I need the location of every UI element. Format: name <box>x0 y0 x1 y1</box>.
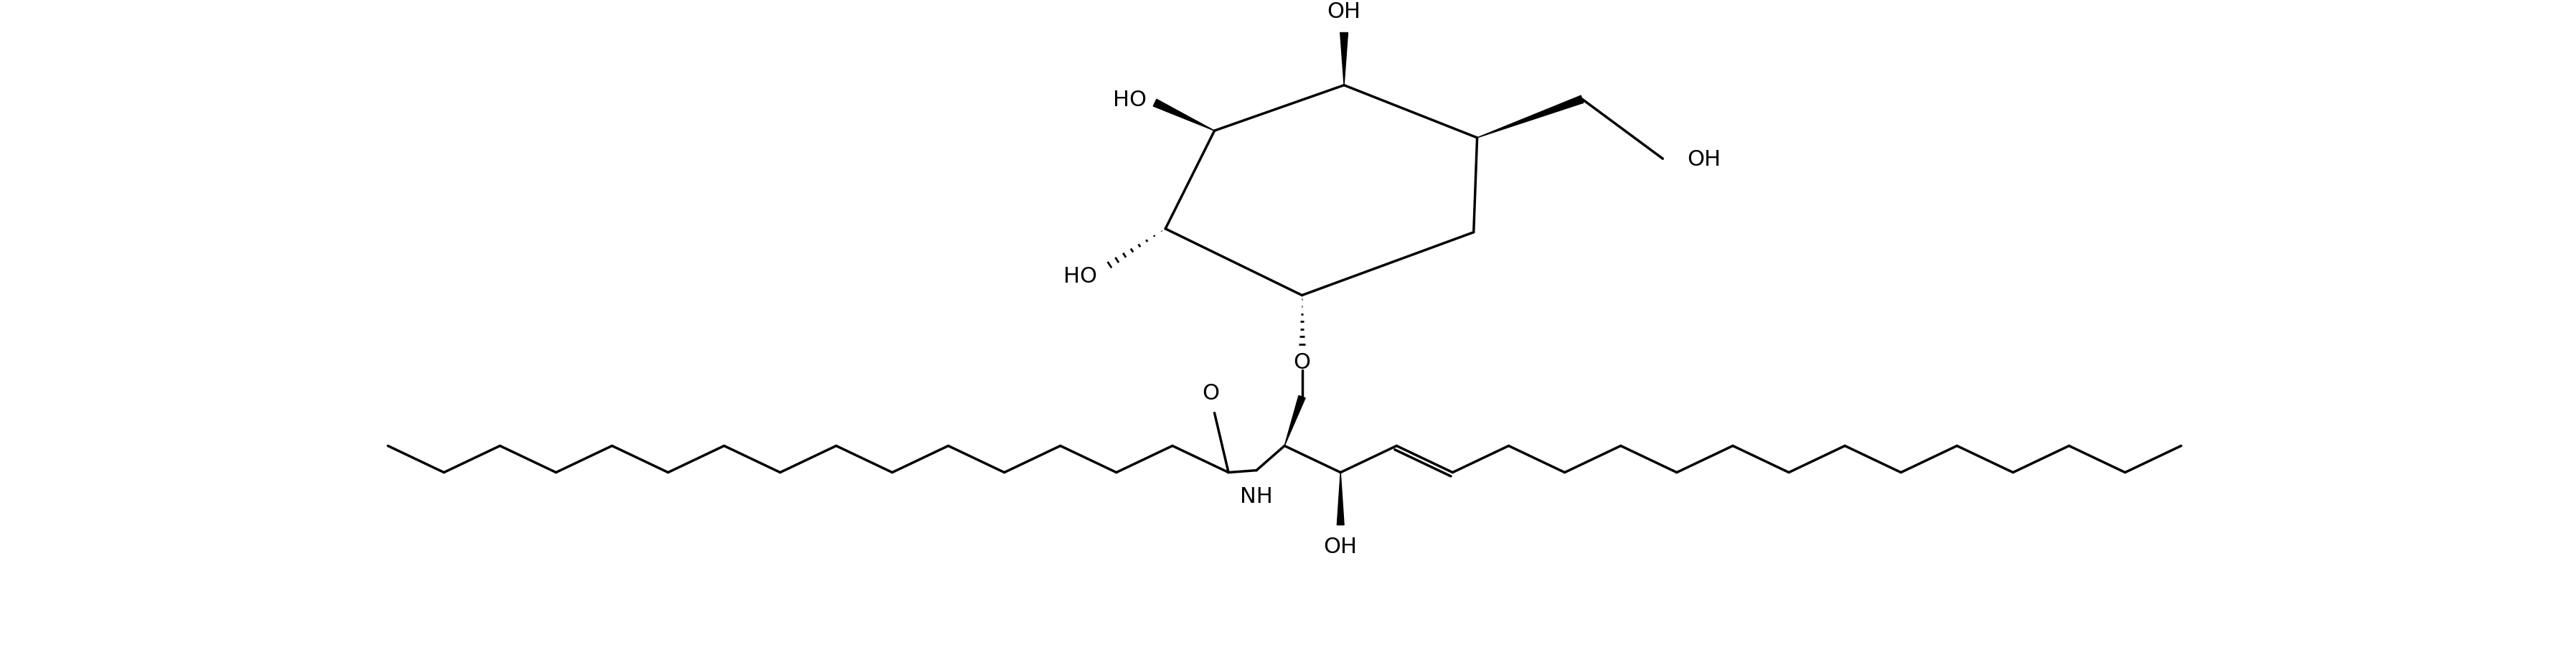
Text: OH: OH <box>1687 149 1721 170</box>
Polygon shape <box>1154 100 1213 131</box>
Text: OH: OH <box>1324 536 1358 557</box>
Text: HO: HO <box>1064 265 1097 287</box>
Polygon shape <box>1337 473 1345 525</box>
Polygon shape <box>1476 96 1584 138</box>
Text: HO: HO <box>1113 89 1146 110</box>
Polygon shape <box>1340 33 1347 86</box>
Text: O: O <box>1293 352 1311 372</box>
Text: O: O <box>1203 382 1218 404</box>
Text: NH: NH <box>1239 486 1273 507</box>
Polygon shape <box>1285 396 1306 446</box>
Text: OH: OH <box>1327 1 1360 22</box>
